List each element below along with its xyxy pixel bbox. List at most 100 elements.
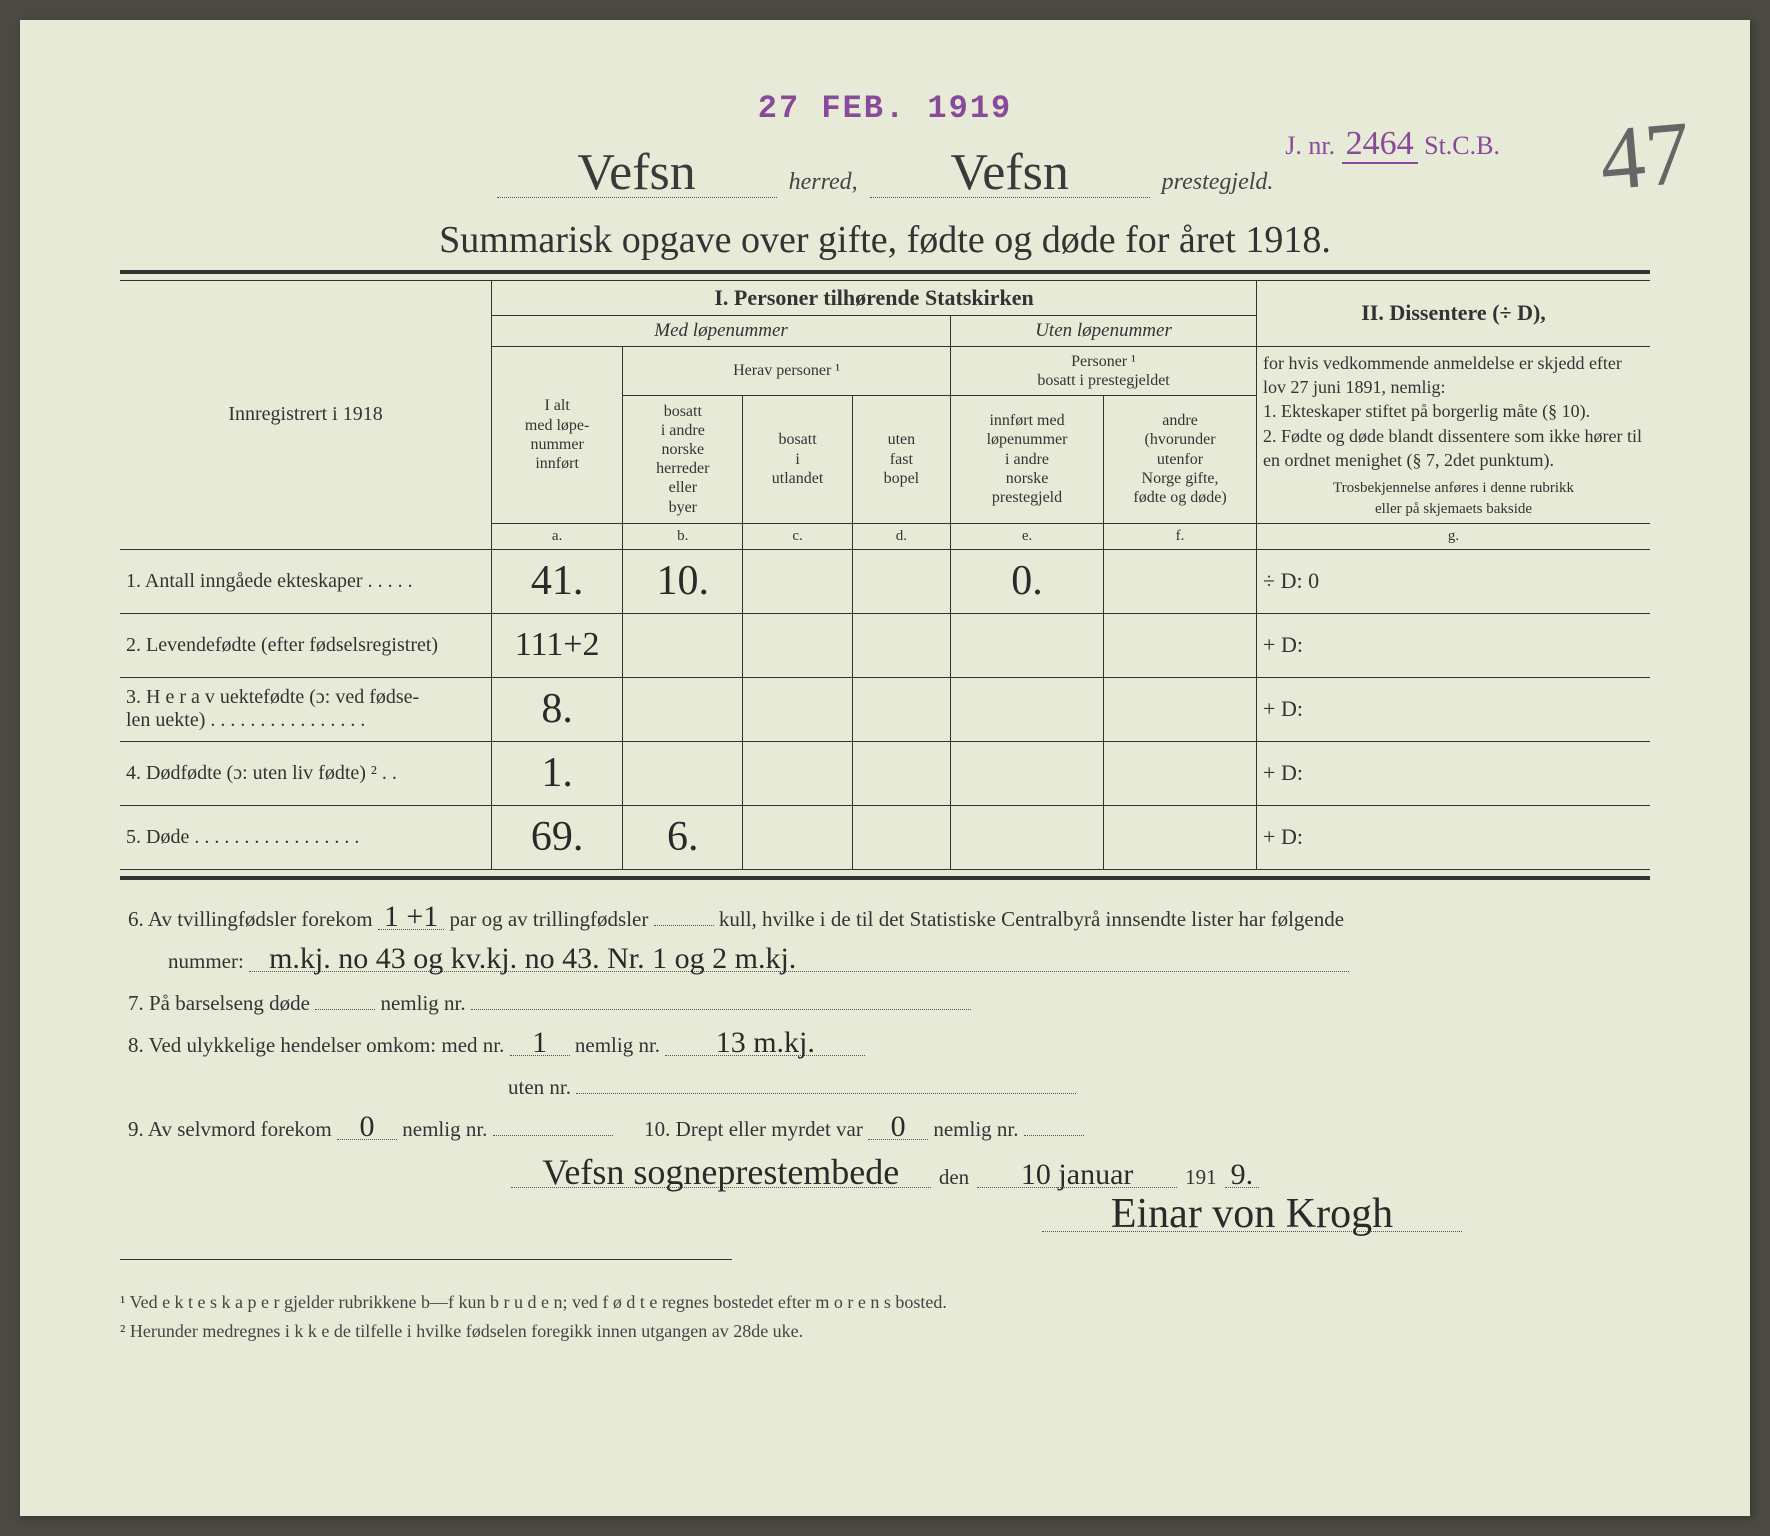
cell-g: + D:	[1257, 613, 1650, 677]
section2-note: Trosbekjennelse anføres i denne rubrikk …	[1263, 478, 1644, 519]
section2-text: for hvis vedkommende anmeldelse er skjed…	[1257, 346, 1650, 523]
q10-val2	[1024, 1135, 1084, 1136]
footnote-rule	[120, 1259, 732, 1260]
col-e-header: innført med løpenummer i andre norske pr…	[951, 395, 1104, 523]
cell-b	[623, 613, 743, 677]
below-section: 6. Av tvillingfødsler forekom 1 +1 par o…	[120, 898, 1650, 1241]
signature-line: Vefsn sogneprestembede den 10 januar 191…	[128, 1156, 1642, 1198]
row-label: 5. Døde . . . . . . . . . . . . . . . . …	[120, 805, 492, 869]
jnr-prefix: J. nr.	[1285, 131, 1335, 160]
q8-val1: 1	[510, 1031, 570, 1056]
prestegjeld-label: prestegjeld.	[1162, 169, 1274, 196]
jnr-suffix: St.C.B.	[1424, 131, 1500, 160]
cell-g: ÷ D: 0	[1257, 549, 1650, 613]
place-value: Vefsn sogneprestembede	[511, 1158, 931, 1188]
jnr-number: 2464	[1342, 125, 1418, 164]
signature-row: Einar von Krogh	[128, 1198, 1642, 1241]
cell-c	[743, 549, 852, 613]
cell-e	[951, 741, 1104, 805]
q9-val2	[493, 1135, 613, 1136]
footnote-2: ² Herunder medregnes i k k e de tilfelle…	[120, 1317, 1650, 1346]
cell-d	[852, 613, 950, 677]
cell-f	[1104, 677, 1257, 741]
cell-c	[743, 677, 852, 741]
cell-f	[1104, 613, 1257, 677]
document-page: 27 FEB. 1919 J. nr. 2464 St.C.B. 47 Vefs…	[20, 20, 1750, 1516]
cell-f	[1104, 805, 1257, 869]
letter-e: e.	[951, 523, 1104, 549]
row-label: 3. H e r a v uektefødte (ɔ: ved fødse- l…	[120, 677, 492, 741]
cell-c	[743, 741, 852, 805]
letter-d: d.	[852, 523, 950, 549]
corner-page-number: 47	[1596, 101, 1695, 211]
cell-e	[951, 805, 1104, 869]
left-header: Innregistrert i 1918	[120, 280, 492, 549]
rule-top	[120, 270, 1650, 274]
q10-val: 0	[868, 1115, 928, 1140]
stamp-date: 27 FEB. 1919	[758, 90, 1012, 127]
cell-d	[852, 741, 950, 805]
row-label: 2. Levendefødte (efter fødselsregistret)	[120, 613, 492, 677]
cell-c	[743, 613, 852, 677]
col-c-header: bosatt i utlandet	[743, 395, 852, 523]
herred-value: Vefsn	[497, 150, 777, 198]
cell-a: 8.	[492, 677, 623, 741]
main-table: Innregistrert i 1918 I. Personer tilhøre…	[120, 280, 1650, 870]
col-d-header: uten fast bopel	[852, 395, 950, 523]
cell-a: 1.	[492, 741, 623, 805]
cell-c	[743, 805, 852, 869]
page-title: Summarisk opgave over gifte, fødte og dø…	[120, 218, 1650, 262]
cell-d	[852, 805, 950, 869]
q8-uten-line: uten nr.	[128, 1066, 1642, 1108]
cell-a: 111+2	[492, 613, 623, 677]
cell-g: + D:	[1257, 805, 1650, 869]
cell-b	[623, 677, 743, 741]
table-row: 4. Dødfødte (ɔ: uten liv fødte) ² . . 1.…	[120, 741, 1650, 805]
uten-lopenummer: Uten løpenummer	[951, 315, 1257, 346]
year-last: 9.	[1225, 1163, 1260, 1188]
letter-a: a.	[492, 523, 623, 549]
date-value: 10 januar	[977, 1163, 1177, 1188]
herav-personer: Herav personer ¹	[623, 346, 951, 395]
herred-label: herred,	[789, 169, 858, 196]
rule-mid	[120, 876, 1650, 880]
table-row: 5. Døde . . . . . . . . . . . . . . . . …	[120, 805, 1650, 869]
cell-g: + D:	[1257, 741, 1650, 805]
q8-val2: 13 m.kj.	[665, 1031, 865, 1056]
cell-a: 69.	[492, 805, 623, 869]
cell-g: + D:	[1257, 677, 1650, 741]
q7-val	[315, 1009, 375, 1010]
q6-nummer-line: nummer: m.kj. no 43 og kv.kj. no 43. Nr.…	[128, 940, 1642, 982]
prestegjeld-value: Vefsn	[870, 150, 1150, 198]
q6-val2	[654, 925, 714, 926]
q6-val1: 1 +1	[378, 905, 444, 930]
q6-nummer-value: m.kj. no 43 og kv.kj. no 43. Nr. 1 og 2 …	[249, 947, 1349, 972]
q9-q10-line: 9. Av selvmord forekom 0 nemlig nr. 10. …	[128, 1108, 1642, 1150]
stamp-journal-number: J. nr. 2464 St.C.B.	[1285, 125, 1500, 163]
section1-title: I. Personer tilhørende Statskirken	[492, 280, 1257, 315]
cell-d	[852, 677, 950, 741]
cell-b: 10.	[623, 549, 743, 613]
footnote-1: ¹ Ved e k t e s k a p e r gjelder rubrik…	[120, 1288, 1650, 1317]
row-label: 1. Antall inngåede ekteskaper . . . . .	[120, 549, 492, 613]
col-f-header: andre (hvorunder utenfor Norge gifte, fø…	[1104, 395, 1257, 523]
q8-line: 8. Ved ulykkelige hendelser omkom: med n…	[128, 1024, 1642, 1066]
q9-val: 0	[337, 1115, 397, 1140]
personer-bosatt: Personer ¹ bosatt i prestegjeldet	[951, 346, 1257, 395]
letter-f: f.	[1104, 523, 1257, 549]
cell-a: 41.	[492, 549, 623, 613]
cell-f	[1104, 549, 1257, 613]
signature-value: Einar von Krogh	[1042, 1198, 1462, 1233]
letter-g: g.	[1257, 523, 1650, 549]
cell-b	[623, 741, 743, 805]
cell-e	[951, 613, 1104, 677]
med-lopenummer: Med løpenummer	[492, 315, 951, 346]
table-row: 1. Antall inngåede ekteskaper . . . . . …	[120, 549, 1650, 613]
q7-line: 7. På barselseng døde nemlig nr.	[128, 982, 1642, 1024]
letter-b: b.	[623, 523, 743, 549]
section2-title: II. Dissentere (÷ D),	[1257, 280, 1650, 346]
q8-uten-val	[576, 1093, 1076, 1094]
q6-line: 6. Av tvillingfødsler forekom 1 +1 par o…	[128, 898, 1642, 940]
q7-val2	[471, 1009, 971, 1010]
footnotes: ¹ Ved e k t e s k a p e r gjelder rubrik…	[120, 1288, 1650, 1346]
